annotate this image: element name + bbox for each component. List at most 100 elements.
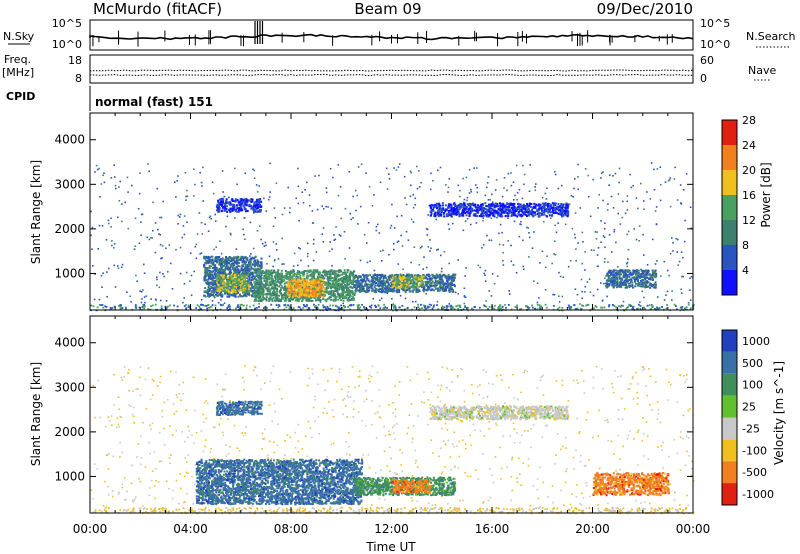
scatter-point [373,269,376,272]
scatter-point [325,187,328,189]
echo-point [227,291,230,294]
echo-point [439,273,442,276]
echo-point [314,284,317,287]
echo-point [212,288,215,291]
echo-point [433,282,436,285]
scatter-point [412,300,414,303]
ground-scatter-point [304,305,307,308]
ground-scatter-point [576,308,579,311]
scatter-point [335,226,337,228]
scatter-point [221,170,224,172]
scatter-point [483,272,485,275]
echo-point [377,279,380,282]
scatter-point [602,282,605,285]
echo-point [382,274,385,277]
scatter-point [261,242,264,245]
ground-scatter-point [661,306,663,308]
echo-point [331,282,334,285]
echo-point [267,272,270,275]
echo-point [364,280,367,283]
scatter-point [134,217,137,220]
ground-scatter-point [121,307,124,309]
ground-scatter-point [556,308,559,310]
echo-point [262,290,265,293]
scatter-point [429,239,431,241]
echo-point [293,282,296,285]
echo-point [432,276,435,279]
echo-point [222,290,225,292]
echo-point [335,270,338,273]
echo-point [243,273,246,276]
echo-point [265,271,268,274]
nsearch-scale-lo: 10^0 [700,38,730,51]
scatter-point [664,181,667,183]
echo-point [236,265,238,268]
scatter-point [407,239,410,241]
scatter-point [654,263,657,265]
echo-point [244,280,247,283]
echo-point [311,281,314,284]
echo-point [355,287,358,290]
echo-point [287,282,290,285]
scatter-point [557,187,560,190]
echo-point [370,287,373,290]
echo-point [246,257,249,260]
echo-point [333,272,336,275]
scatter-point [682,189,685,191]
echo-point [366,287,369,290]
echo-point [246,275,249,277]
scatter-point [651,238,654,241]
echo-point [318,294,321,297]
echo-point [397,274,399,277]
echo-point [384,281,387,284]
echo-point [287,280,290,283]
ground-scatter-point [329,304,332,307]
echo-point [301,284,304,287]
ground-scatter-point [422,304,425,307]
scatter-point [97,248,99,250]
echo-point [241,275,244,278]
ground-scatter-point [515,305,518,308]
scatter-point [462,229,465,232]
scatter-point [142,289,144,291]
echo-point [206,282,209,285]
echo-point [215,267,218,269]
echo-point [381,287,384,290]
echo-point [393,290,395,292]
scatter-point [344,207,347,210]
scatter-point [161,257,163,259]
echo-point [301,280,304,283]
echo-point [255,275,258,278]
scatter-point [597,265,599,267]
echo-point [232,275,234,278]
echo-point [283,275,286,277]
scatter-point [157,228,159,231]
scatter-point [332,176,334,179]
scatter-point [651,304,653,306]
ground-scatter-point [593,307,595,310]
echo-point [290,295,293,297]
scatter-point [103,172,105,174]
scatter-point [550,217,552,219]
echo-point [439,287,442,290]
scatter-point [488,239,490,241]
ground-scatter-point [487,308,489,310]
scatter-point [558,295,560,297]
echo-point [237,295,240,298]
echo-point [220,280,223,283]
echo-point [341,280,344,282]
echo-point [303,282,306,285]
scatter-point [210,218,212,220]
echo-point [319,276,322,279]
echo-point [441,287,444,290]
scatter-point [640,182,642,185]
scatter-point [541,196,544,199]
echo-point [318,275,321,278]
ground-scatter-point [488,306,491,308]
scatter-point [448,303,450,305]
echo-point [382,290,385,293]
ground-scatter-point [619,306,622,308]
echo-point [388,277,391,280]
echo-point [342,296,345,299]
ground-scatter-point [322,305,325,308]
